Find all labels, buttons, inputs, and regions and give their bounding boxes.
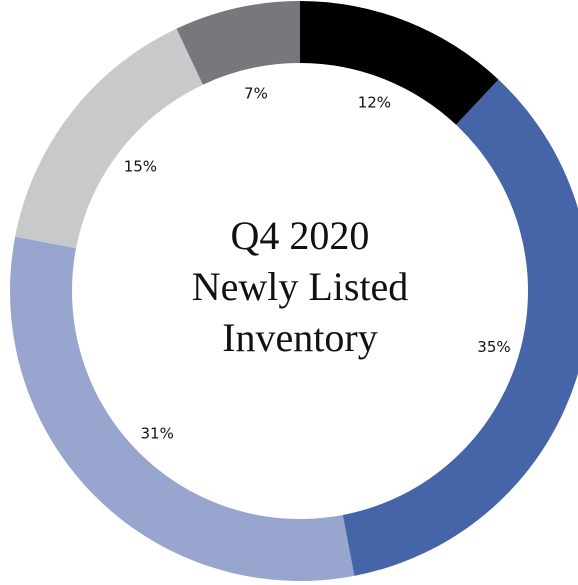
donut-segment <box>300 1 499 125</box>
data-label: 35% <box>477 338 510 356</box>
donut-segment <box>176 0 300 85</box>
chart-title: Newly Listed <box>192 264 409 309</box>
donut-segment <box>15 28 203 249</box>
data-label: 15% <box>124 158 157 176</box>
donut-segment <box>10 236 355 581</box>
data-label: 7% <box>244 84 268 102</box>
chart-title: Inventory <box>222 315 378 360</box>
chart-title: Q4 2020 <box>231 213 370 258</box>
data-label: 12% <box>358 94 391 112</box>
donut-segment <box>342 79 578 576</box>
data-label: 31% <box>140 424 173 442</box>
